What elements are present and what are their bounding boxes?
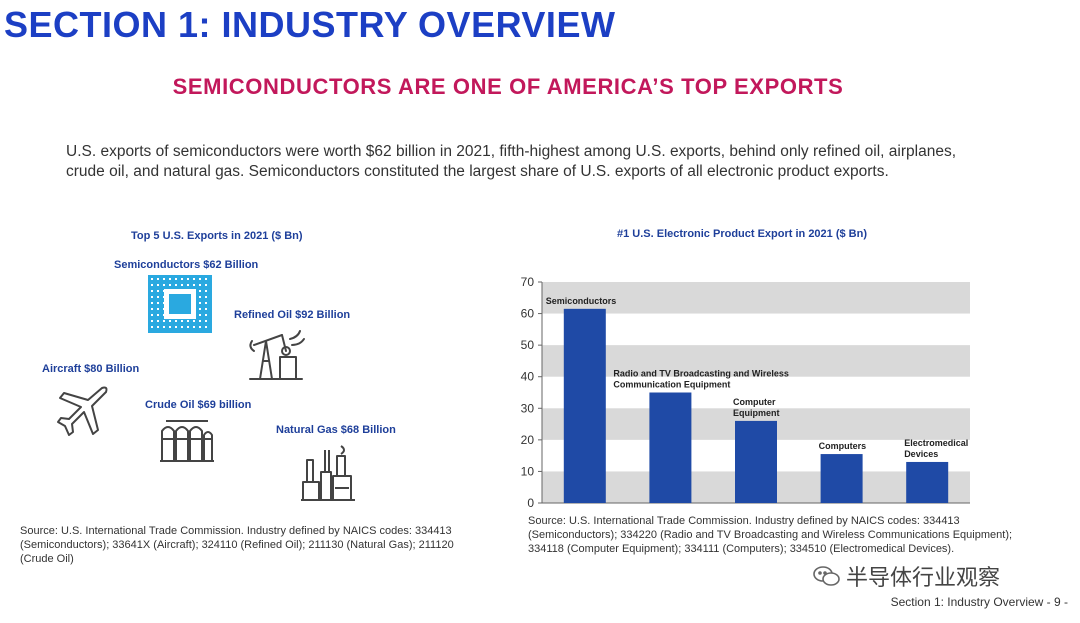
- export-label-semiconductors: Semiconductors $62 Billion: [114, 259, 259, 271]
- bar: [735, 420, 777, 503]
- watermark-text: 半导体行业观察: [846, 565, 1001, 590]
- oil-pump-icon: [249, 330, 305, 380]
- export-label-refined-oil: Refined Oil $92 Billion: [234, 309, 351, 321]
- y-tick-label: 50: [521, 338, 535, 352]
- y-tick-label: 20: [521, 433, 535, 447]
- grid-band: [542, 282, 970, 314]
- chip-icon: [148, 275, 212, 333]
- bar-label: Electromedical Devices: [904, 438, 968, 459]
- bar: [906, 461, 949, 503]
- section-title: SECTION 1: INDUSTRY OVERVIEW: [4, 4, 616, 45]
- page-subtitle: SEMICONDUCTORS ARE ONE OF AMERICA’S TOP …: [172, 74, 844, 99]
- bar: [649, 392, 692, 503]
- y-tick-label: 40: [521, 370, 535, 384]
- y-tick-label: 0: [527, 496, 534, 510]
- page-footer: Section 1: Industry Overview - 9 -: [890, 595, 1068, 609]
- bar-label: Semiconductors: [546, 296, 617, 306]
- intro-paragraph: U.S. exports of semiconductors were wort…: [66, 143, 957, 180]
- bar-label: Computers: [819, 441, 867, 451]
- bar: [563, 308, 606, 503]
- wechat-icon: [813, 566, 840, 586]
- y-tick-label: 10: [521, 464, 535, 478]
- exports-panel-title: Top 5 U.S. Exports in 2021 ($ Bn): [131, 230, 303, 242]
- y-tick-label: 30: [521, 401, 535, 415]
- bar-label: Radio and TV Broadcasting and Wireless Co…: [613, 369, 788, 390]
- export-label-crude-oil: Crude Oil $69 billion: [145, 399, 252, 411]
- watermark: 半导体行业观察: [812, 560, 1000, 592]
- airplane-icon: [57, 386, 108, 436]
- oil-tanks-icon: [160, 420, 214, 462]
- gas-plant-icon: [301, 445, 355, 501]
- chart-source-note: Source: U.S. International Trade Commiss…: [528, 515, 1013, 555]
- y-tick-label: 70: [521, 275, 535, 289]
- export-label-natural-gas: Natural Gas $68 Billion: [276, 424, 396, 436]
- electronic-exports-bar-chart: 0 10 20 30 40 50 60 70 Semiconductors Radio and T…: [521, 275, 970, 510]
- chart-title: #1 U.S. Electronic Product Export in 202…: [617, 228, 868, 240]
- bar: [820, 454, 863, 503]
- exports-source-note: Source: U.S. International Trade Commiss…: [20, 525, 454, 565]
- bar-label: Computer Equipment: [733, 397, 780, 418]
- export-label-aircraft: Aircraft $80 Billion: [42, 363, 140, 375]
- grid-band: [542, 345, 970, 377]
- y-tick-label: 60: [521, 307, 535, 321]
